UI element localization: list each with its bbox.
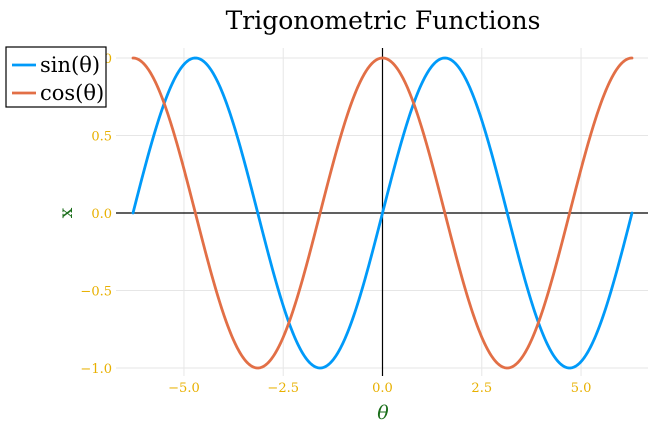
x-tick-label: 2.5 — [471, 381, 492, 396]
x-tick-label: 0.0 — [372, 381, 393, 396]
y-tick-label: −1.0 — [80, 362, 112, 377]
series-line-cos — [131, 56, 634, 370]
x-tick-label: 5.0 — [571, 381, 592, 396]
legend-label-sin: sin(θ) — [40, 53, 100, 77]
y-axis-label: x — [55, 207, 77, 218]
y-tick-label: −0.5 — [80, 285, 112, 300]
x-tick-labels: −5.0 −2.5 0.0 2.5 5.0 — [168, 381, 591, 396]
legend: sin(θ) cos(θ) — [5, 46, 107, 108]
y-tick-label: 0.5 — [91, 130, 112, 145]
legend-box — [5, 46, 107, 108]
x-axis-label: θ — [377, 402, 389, 424]
legend-label-cos: cos(θ) — [40, 81, 104, 105]
series-line-sin — [131, 56, 634, 370]
x-tick-label: −2.5 — [267, 381, 299, 396]
x-tick-label: −5.0 — [168, 381, 200, 396]
series-group — [131, 56, 634, 370]
chart-title: Trigonometric Functions — [226, 6, 541, 35]
y-tick-label: 0.0 — [91, 207, 112, 222]
